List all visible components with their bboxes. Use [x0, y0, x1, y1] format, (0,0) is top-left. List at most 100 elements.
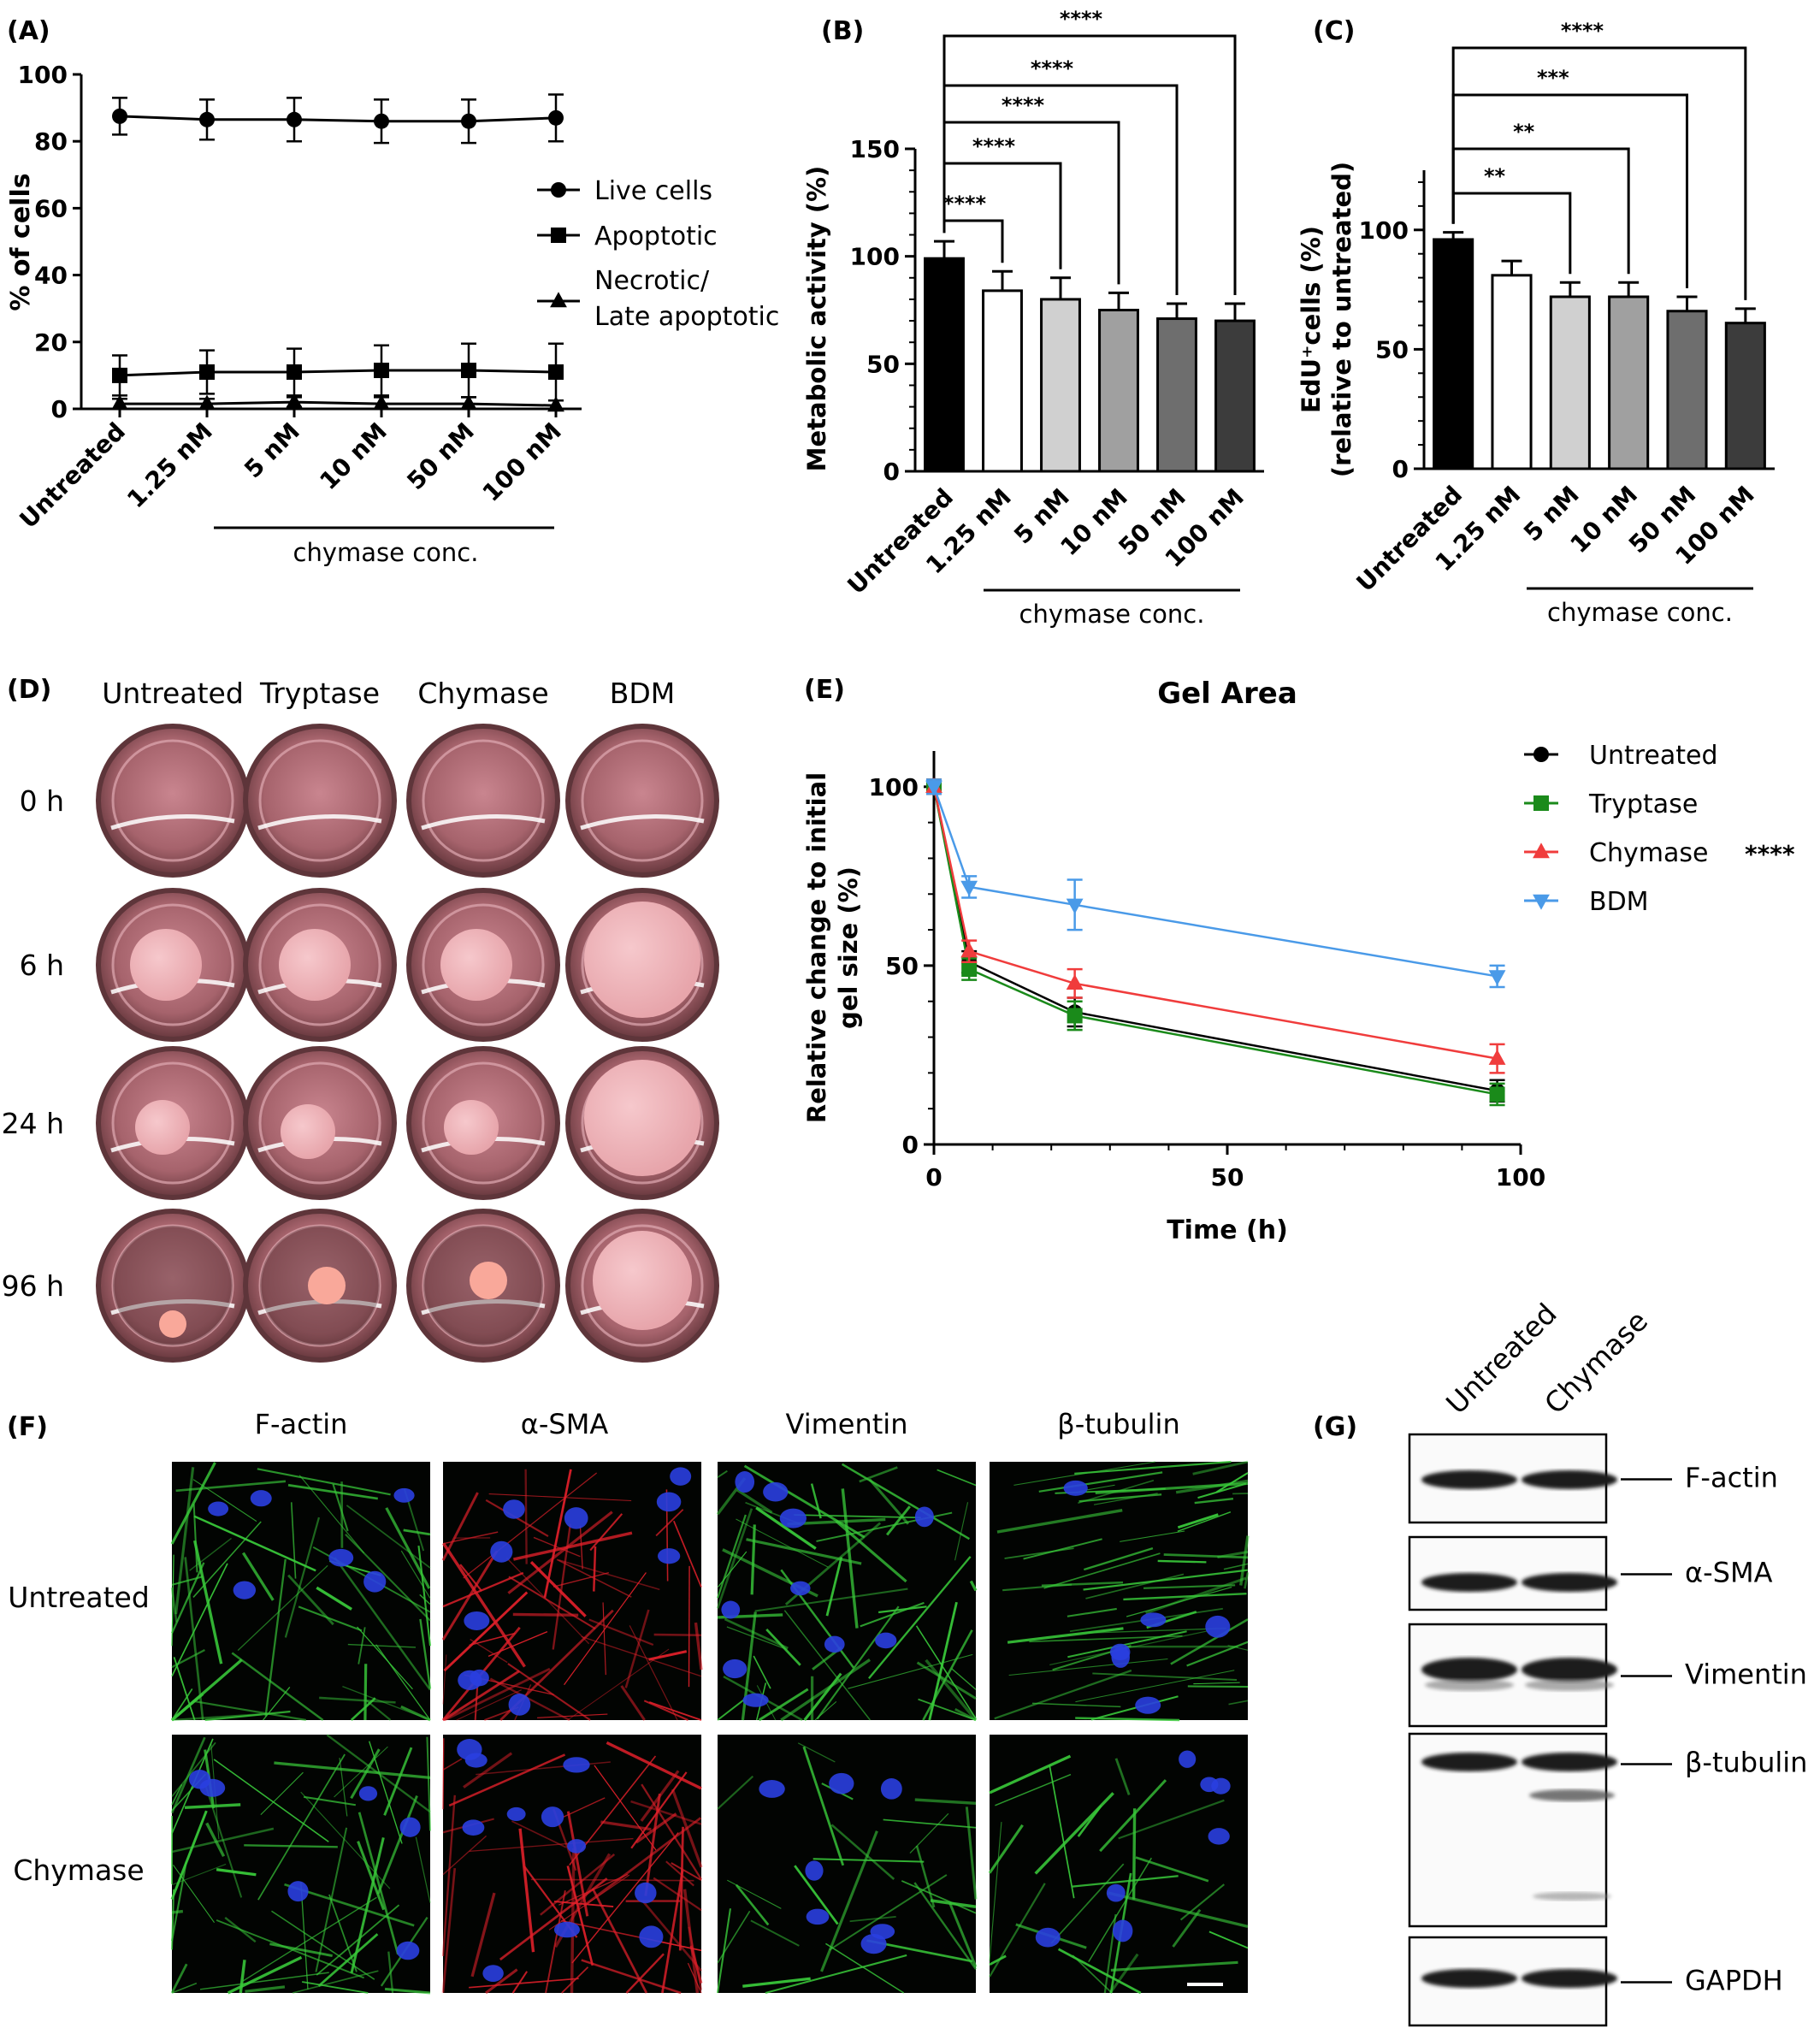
filament — [459, 1564, 483, 1592]
filament — [469, 1632, 516, 1647]
filament — [231, 1652, 324, 1722]
filament — [678, 1826, 684, 1951]
filament — [606, 1741, 702, 1790]
group-label: chymase conc. — [1547, 598, 1733, 627]
filament — [204, 1786, 243, 1898]
filament — [171, 1783, 183, 1806]
filament — [1135, 1856, 1209, 1883]
legend-label: Tryptase — [1588, 789, 1698, 819]
significance-label: **** — [1561, 19, 1604, 43]
filament — [797, 1742, 836, 1763]
filament — [192, 1504, 198, 1573]
filament — [648, 1650, 688, 1661]
x-tick-label: 100 nM — [477, 417, 567, 507]
nucleus — [1063, 1480, 1088, 1496]
data-point — [960, 942, 978, 958]
filament — [687, 1962, 702, 1994]
panel-label-g: (G) — [1313, 1412, 1357, 1442]
filament — [1187, 1685, 1249, 1688]
filament — [620, 1685, 646, 1721]
filament — [758, 1688, 809, 1722]
filament — [173, 1657, 196, 1721]
filament — [505, 1557, 590, 1645]
column-label: BDM — [610, 677, 676, 710]
well-reflection — [110, 814, 235, 831]
filament — [1007, 1627, 1124, 1644]
filament — [1029, 1635, 1183, 1643]
y-axis-label: (relative to untreated) — [1327, 162, 1356, 477]
nucleus — [399, 1817, 421, 1837]
filament — [171, 1563, 228, 1677]
nucleus — [639, 1925, 664, 1948]
filament — [1092, 1672, 1238, 1681]
nucleus — [1140, 1612, 1167, 1628]
y-tick-label: 100 — [850, 243, 900, 271]
data-point — [1067, 1008, 1083, 1024]
x-tick-label: 100 — [1496, 1163, 1545, 1191]
bar — [1724, 322, 1766, 470]
data-point — [373, 394, 390, 411]
data-point — [286, 393, 303, 409]
well-rim — [422, 903, 545, 1026]
legend-marker — [551, 182, 566, 198]
nucleus — [914, 1506, 934, 1528]
data-point — [198, 394, 216, 411]
nucleus — [779, 1508, 807, 1528]
filament — [1008, 1658, 1168, 1676]
row-label: 0 h — [20, 784, 64, 818]
filament — [673, 1520, 702, 1588]
fluorescence-tile — [990, 1735, 1248, 1993]
filament — [1239, 1535, 1250, 1586]
filament — [913, 1882, 977, 1970]
gel-disc — [279, 929, 351, 1001]
nucleus — [393, 1487, 415, 1503]
filament — [417, 1546, 432, 1647]
filament — [570, 1848, 576, 1994]
well-rim — [258, 1061, 381, 1185]
filament — [558, 1559, 660, 1591]
gel-disc — [440, 929, 512, 1001]
nucleus — [503, 1499, 525, 1519]
y-tick-label: 50 — [866, 350, 900, 378]
well-reflection — [580, 814, 705, 831]
legend-marker — [1533, 894, 1550, 910]
well-reflection — [110, 1299, 235, 1316]
filament — [750, 1919, 800, 1947]
filament — [564, 1572, 647, 1686]
filament — [1194, 1497, 1234, 1505]
filament — [810, 1483, 822, 1519]
filament — [925, 1659, 978, 1722]
filament — [914, 1798, 977, 1805]
filament — [171, 1863, 227, 1886]
filament — [543, 1469, 572, 1599]
filament — [426, 1736, 432, 1831]
y-tick-label: 0 — [51, 395, 68, 423]
y-tick-label: 0 — [883, 458, 900, 486]
filament — [347, 1643, 417, 1648]
nucleus — [553, 1921, 580, 1938]
filament — [284, 1517, 321, 1638]
panel-label-f: (F) — [7, 1412, 48, 1442]
well-rim — [581, 1224, 704, 1347]
filament — [724, 1617, 789, 1650]
filament — [630, 1771, 688, 1849]
nucleus — [233, 1581, 257, 1599]
filament — [511, 1820, 567, 1848]
filament — [848, 1653, 973, 1689]
filament — [175, 1480, 287, 1493]
filament — [630, 1800, 702, 1825]
filament — [878, 1605, 927, 1614]
nucleus — [396, 1941, 420, 1960]
y-axis-label: % of cells — [6, 173, 36, 310]
filament — [653, 1877, 702, 1912]
well-rim — [258, 739, 381, 862]
filament — [545, 1890, 566, 1994]
y-tick-label: 50 — [1375, 335, 1409, 364]
band-label: Vimentin — [1685, 1659, 1807, 1691]
filament — [518, 1828, 535, 1953]
filament — [629, 1625, 678, 1721]
filament — [1067, 1630, 1187, 1659]
well — [570, 729, 714, 872]
filament — [366, 1700, 392, 1721]
